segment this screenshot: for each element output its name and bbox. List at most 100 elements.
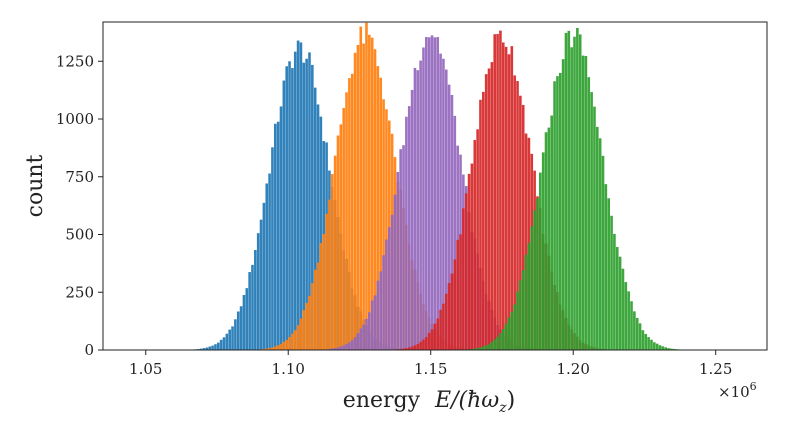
histogram-bar [661,346,665,350]
histogram-bar [265,183,269,350]
histogram-bar [345,343,348,350]
histogram-bar [313,269,317,350]
x-tick-label: 1.10 [272,360,305,378]
histogram-bar [276,345,280,350]
histogram-bar [293,330,297,350]
histogram-bar [516,291,519,350]
histogram-bar [593,106,596,351]
histogram-bar [285,66,288,350]
histogram-bar [425,36,428,350]
histogram-bar [342,107,345,350]
histogram-bar [462,208,465,350]
histogram-bar [356,333,360,350]
histogram-bar [259,219,263,350]
histogram-bar [578,34,582,351]
histogram-bar [587,77,591,350]
histogram-bar [328,348,331,350]
histogram-bar [396,171,400,350]
histogram-bar [556,76,559,351]
plot-frame [102,21,768,351]
x-axis-label: energy E/(ħωz) [343,388,515,416]
histogram-bar [510,46,514,350]
histogram-bar [342,345,345,350]
histogram-bar [513,75,516,350]
histogram-bar [499,30,502,351]
histogram-bar [635,317,639,350]
histogram-bar [376,66,380,350]
histogram-bar [268,348,271,350]
histogram-bar [501,329,505,350]
histogram-bar [581,55,585,350]
histogram-bar [422,339,425,350]
histogram-bar [419,60,422,351]
histogram-bar [350,73,354,350]
y-axis-label: count [23,154,48,217]
histogram-bar [299,318,303,350]
histogram-bar [291,333,294,350]
histogram-bar [513,304,516,350]
histogram-bar [359,26,363,351]
histogram-bar [271,147,274,350]
histogram-bar [407,106,411,351]
histogram-bar [302,310,306,350]
histogram-bar [547,127,551,350]
histogram-bar [254,250,257,350]
histogram-bar [379,271,383,350]
histogram-bar [339,346,343,350]
histogram-bar [501,42,505,350]
histogram-bar [407,347,411,350]
histogram-bar [482,346,485,350]
histogram-bar [473,140,477,350]
histogram-bar [476,348,479,350]
histogram-bar [419,341,422,350]
histogram-bar [410,346,414,350]
histogram-bar [256,233,260,350]
histogram-bar [570,47,573,351]
histogram-bar [231,326,234,350]
histogram-bar [311,64,314,351]
histogram-bar [234,319,237,350]
x-axis-label-close: ) [507,388,516,413]
y-tick-label: 1000 [56,110,94,128]
histogram-bar [345,92,348,350]
x-tick-label: 1.15 [414,360,447,378]
histogram-bar [490,341,494,350]
histogram-bar [268,173,271,350]
histogram-bar [521,104,525,351]
histogram-bar [493,34,497,350]
histogram-bar [607,198,611,350]
histogram-bar [504,323,508,350]
histogram-bar [436,37,440,350]
histogram-bar [299,42,303,350]
histogram-bar [450,273,454,350]
histogram-bar [527,243,531,350]
histogram-bar [356,44,360,351]
histogram-bar [561,59,565,350]
histogram-bar [519,95,522,350]
histogram-bar [470,348,474,350]
histogram-bar [393,194,397,350]
histogram-bar [655,343,659,350]
histogram-bar [553,81,556,350]
histogram-bar [615,246,619,350]
histogram-bar [365,318,368,350]
y-tick-label: 250 [65,283,94,301]
histogram-bar [444,69,448,350]
histogram-bar [387,227,391,350]
histogram-bar [507,317,511,350]
histogram-bar [439,309,442,350]
y-tick-label: 500 [65,226,94,244]
histogram-bar [473,348,477,350]
x-axis-offset-label: ×106 [718,380,757,401]
histogram-bar [670,348,673,350]
histogram-bar [376,280,380,350]
histogram-bar [316,262,320,350]
histogram-bar [382,255,385,350]
histogram-bar [467,173,471,350]
histogram-bar [453,259,457,350]
histogram-bar [459,234,462,350]
histogram-bar [353,337,357,350]
histogram-bar [604,184,608,350]
histogram-bar [627,291,630,350]
histogram-bar [541,152,545,350]
